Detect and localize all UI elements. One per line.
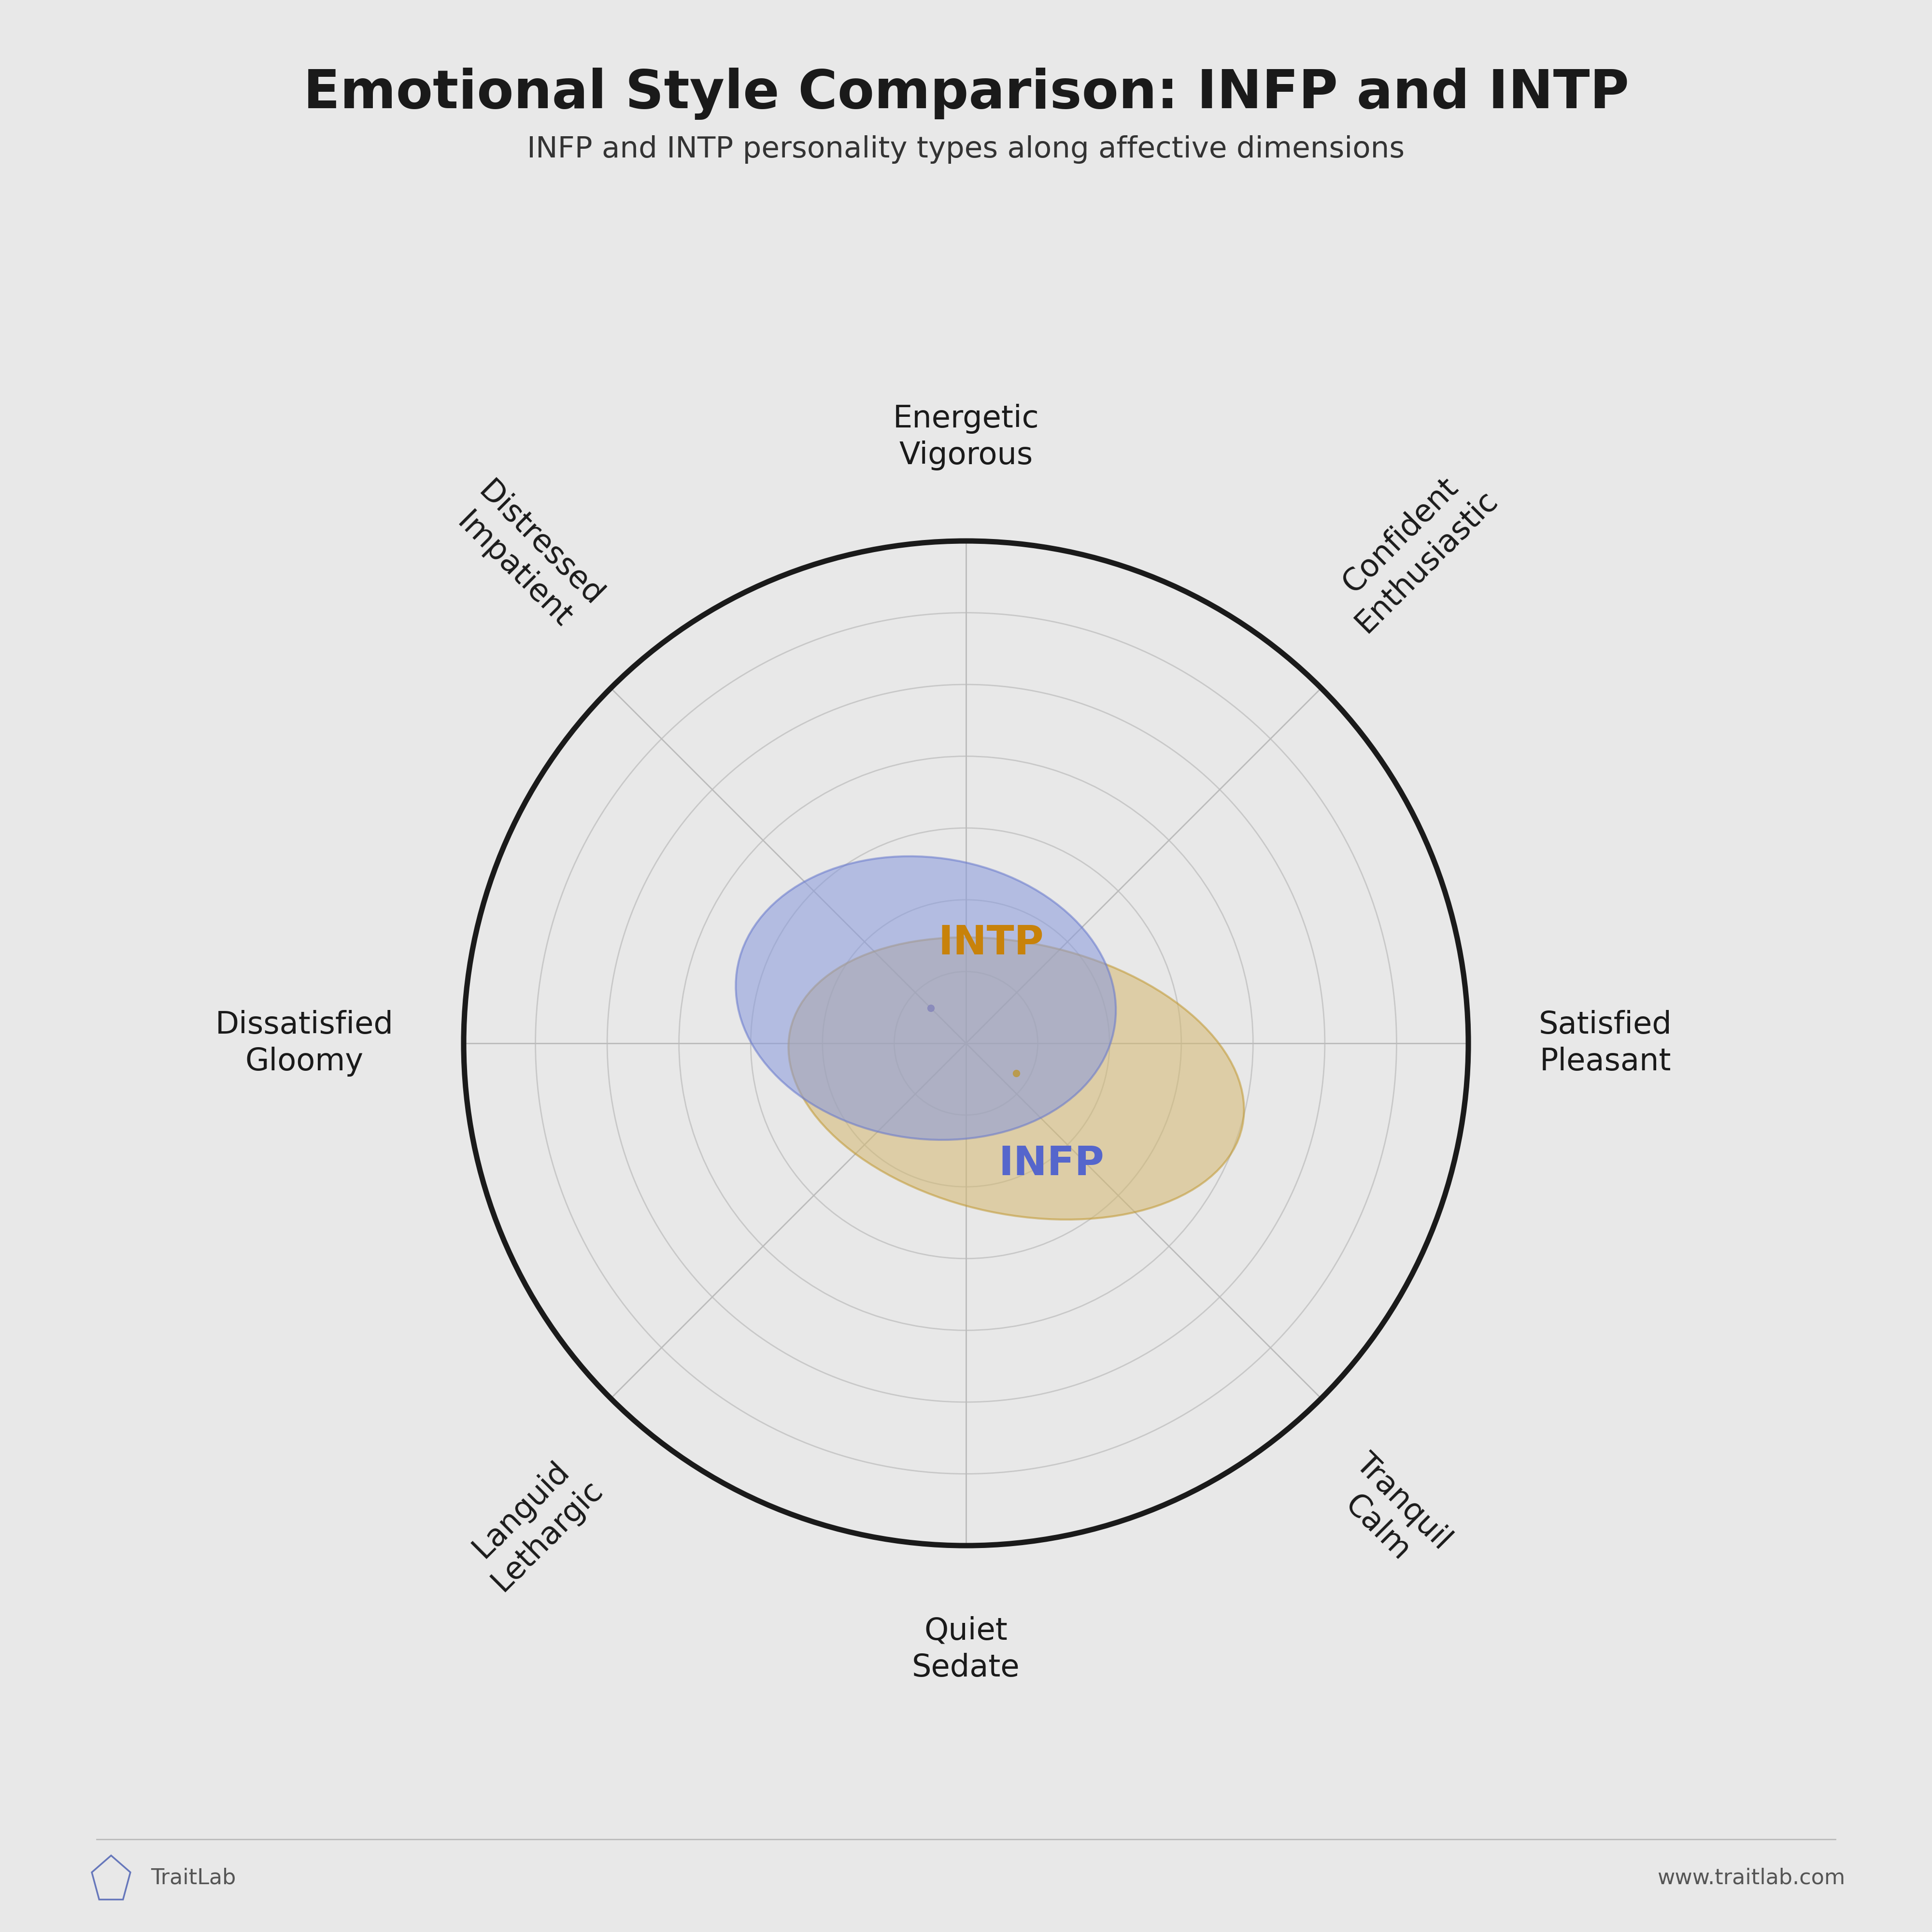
Text: TraitLab: TraitLab [151, 1868, 236, 1888]
Ellipse shape [736, 856, 1117, 1140]
Text: INTP: INTP [939, 923, 1043, 962]
Text: INFP and INTP personality types along affective dimensions: INFP and INTP personality types along af… [527, 135, 1405, 164]
Text: Languid
Lethargic: Languid Lethargic [460, 1449, 609, 1598]
Text: www.traitlab.com: www.traitlab.com [1658, 1868, 1845, 1888]
Text: INFP: INFP [999, 1144, 1105, 1184]
Text: Dissatisfied
Gloomy: Dissatisfied Gloomy [214, 1010, 394, 1076]
Text: Tranquil
Calm: Tranquil Calm [1323, 1449, 1457, 1582]
Text: Emotional Style Comparison: INFP and INTP: Emotional Style Comparison: INFP and INT… [303, 68, 1629, 120]
Text: Energetic
Vigorous: Energetic Vigorous [893, 404, 1039, 471]
Text: Distressed
Impatient: Distressed Impatient [446, 477, 609, 638]
Text: Satisfied
Pleasant: Satisfied Pleasant [1538, 1010, 1671, 1076]
Text: Confident
Enthusiastic: Confident Enthusiastic [1323, 458, 1503, 638]
Ellipse shape [788, 937, 1244, 1219]
Text: Quiet
Sedate: Quiet Sedate [912, 1615, 1020, 1683]
